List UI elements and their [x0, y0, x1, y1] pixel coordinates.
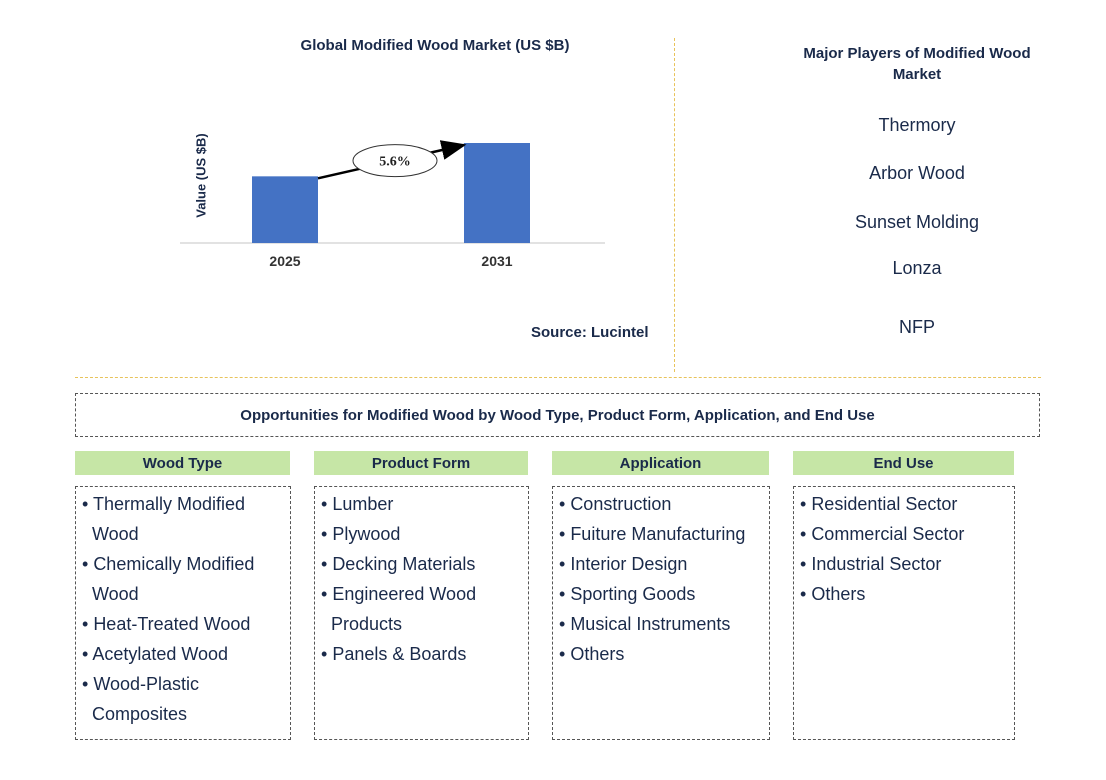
- list-item: Acetylated Wood: [80, 639, 286, 669]
- x-tick-label: 2025: [269, 253, 300, 269]
- bar-2025: [252, 176, 318, 243]
- list-item: Panels & Boards: [319, 639, 524, 669]
- list-item: Heat-Treated Wood: [80, 609, 286, 639]
- category-header-product-form: Product Form: [314, 451, 528, 475]
- category-list-product-form: Lumber Plywood Decking Materials Enginee…: [314, 486, 529, 740]
- list-item: Fuiture Manufacturing: [557, 519, 765, 549]
- cagr-ellipse: [352, 144, 438, 178]
- list-item: Chemically Modified Wood: [80, 549, 286, 609]
- list-item: Sporting Goods: [557, 579, 765, 609]
- list-item: Interior Design: [557, 549, 765, 579]
- chart-title: Global Modified Wood Market (US $B): [300, 37, 570, 54]
- source-label: Source: Lucintel: [531, 324, 649, 341]
- horizontal-divider: [75, 377, 1041, 378]
- list-item: Wood-Plastic Composites: [80, 669, 286, 729]
- player-item: NFP: [899, 317, 935, 337]
- category-header-wood-type: Wood Type: [75, 451, 290, 475]
- player-item: Sunset Molding: [854, 212, 980, 232]
- list-item: Residential Sector: [798, 489, 1010, 519]
- list-item: Others: [557, 639, 765, 669]
- cagr-label: 5.6%: [379, 155, 411, 170]
- list-item: Industrial Sector: [798, 549, 1010, 579]
- list-item: Lumber: [319, 489, 524, 519]
- opportunities-title: Opportunities for Modified Wood by Wood …: [75, 393, 1040, 437]
- list-item: Commercial Sector: [798, 519, 1010, 549]
- bar-chart: 2025 2031 5.6%: [180, 140, 605, 269]
- players-title: Major Players of Modified Wood Market: [803, 45, 1031, 83]
- list-item: Others: [798, 579, 1010, 609]
- list-item: Construction: [557, 489, 765, 519]
- bar-2031: [464, 143, 530, 243]
- list-item: Thermally Modified Wood: [80, 489, 286, 549]
- list-item: Decking Materials: [319, 549, 524, 579]
- vertical-divider: [674, 38, 675, 372]
- category-list-application: Construction Fuiture Manufacturing Inter…: [552, 486, 770, 740]
- list-item: Plywood: [319, 519, 524, 549]
- player-item: Thermory: [878, 115, 956, 135]
- list-item: Musical Instruments: [557, 609, 765, 639]
- player-item: Arbor Wood: [869, 163, 965, 183]
- player-item: Lonza: [892, 258, 942, 278]
- category-header-end-use: End Use: [793, 451, 1014, 475]
- x-tick-label: 2031: [481, 253, 512, 269]
- category-list-end-use: Residential Sector Commercial Sector Ind…: [793, 486, 1015, 740]
- category-header-application: Application: [552, 451, 769, 475]
- list-item: Engineered Wood Products: [319, 579, 524, 639]
- category-list-wood-type: Thermally Modified Wood Chemically Modif…: [75, 486, 291, 740]
